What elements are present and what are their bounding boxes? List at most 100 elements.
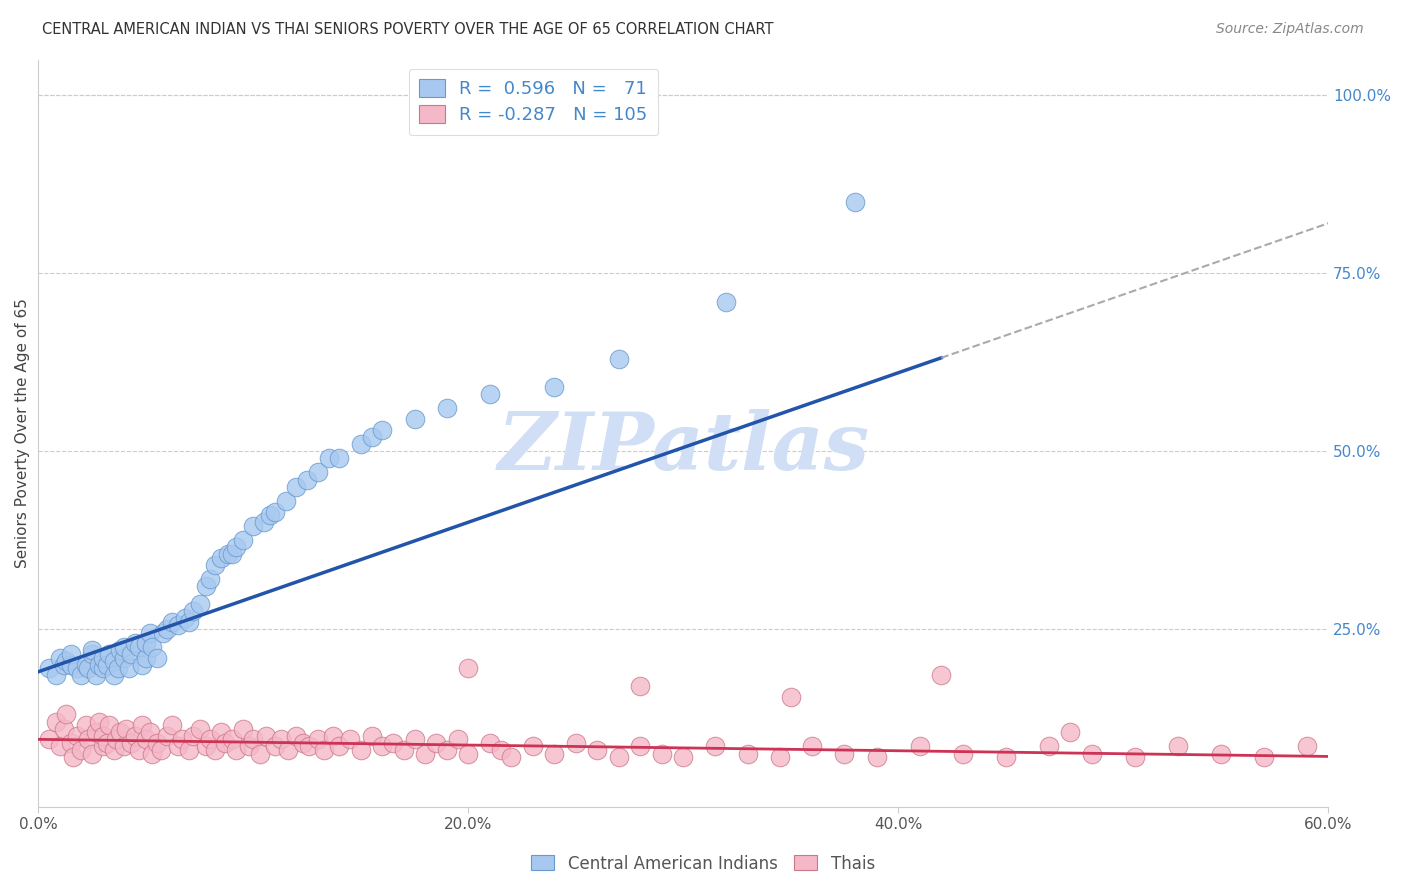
Point (221, 732, 243, 747)
Point (436, 743, 458, 757)
Point (209, 550, 232, 565)
Point (98, 647, 121, 661)
Point (55, 707, 77, 722)
Point (209, 725, 232, 739)
Point (188, 597, 211, 611)
Point (274, 494, 297, 508)
Point (350, 743, 373, 757)
Point (173, 611, 195, 625)
Point (457, 747, 479, 761)
Point (112, 640, 135, 654)
Point (131, 657, 153, 672)
Point (98, 718, 121, 732)
Point (156, 622, 179, 636)
Point (181, 604, 204, 618)
Point (200, 732, 222, 747)
Point (44, 714, 66, 729)
Point (314, 743, 336, 757)
Point (242, 518, 264, 533)
Point (291, 736, 314, 750)
Point (285, 480, 308, 494)
Point (307, 466, 329, 480)
Point (172, 732, 194, 747)
Point (1209, 747, 1232, 761)
Point (350, 437, 373, 451)
Point (769, 750, 792, 764)
Point (112, 650, 135, 665)
Point (522, 739, 544, 754)
Point (994, 750, 1017, 764)
Point (96, 657, 118, 672)
Point (489, 743, 512, 757)
Point (232, 533, 254, 547)
Point (44, 668, 66, 682)
Point (339, 732, 361, 747)
Point (177, 743, 200, 757)
Point (195, 739, 218, 754)
Legend: R =  0.596   N =   71, R = -0.287   N = 105: R = 0.596 N = 71, R = -0.287 N = 105 (409, 69, 658, 135)
Point (80, 747, 103, 761)
Point (59, 736, 82, 750)
Point (53, 657, 76, 672)
Point (225, 743, 247, 757)
Point (225, 540, 247, 554)
Point (139, 725, 162, 739)
Point (135, 636, 157, 650)
Point (86, 725, 108, 739)
Point (295, 473, 318, 487)
Point (108, 643, 131, 657)
Point (221, 547, 243, 561)
Point (543, 380, 565, 394)
Point (1253, 750, 1275, 764)
Point (436, 401, 458, 416)
Legend: Central American Indians, Thais: Central American Indians, Thais (524, 848, 882, 880)
Point (62, 750, 84, 764)
Point (135, 650, 157, 665)
Point (117, 661, 139, 675)
Point (177, 615, 200, 629)
Point (103, 743, 125, 757)
Point (478, 387, 501, 401)
Point (232, 722, 254, 736)
Point (135, 732, 157, 747)
Point (91, 739, 114, 754)
Point (328, 451, 350, 466)
Point (86, 668, 108, 682)
Point (249, 747, 271, 761)
Point (704, 739, 727, 754)
Point (160, 615, 183, 629)
Text: Source: ZipAtlas.com: Source: ZipAtlas.com (1216, 22, 1364, 37)
Point (200, 572, 222, 586)
Point (120, 736, 142, 750)
Y-axis label: Seniors Poverty Over the Age of 65: Seniors Poverty Over the Age of 65 (15, 298, 30, 568)
Point (404, 732, 426, 747)
Point (263, 505, 285, 519)
Point (382, 736, 405, 750)
Point (149, 743, 172, 757)
Point (1080, 747, 1102, 761)
Point (152, 625, 174, 640)
Point (716, 294, 738, 309)
Point (277, 743, 299, 757)
Point (141, 640, 163, 654)
Point (91, 661, 114, 675)
Point (413, 747, 436, 761)
Point (141, 747, 163, 761)
Point (607, 351, 630, 366)
Point (253, 515, 276, 529)
Point (242, 732, 264, 747)
Point (76, 661, 98, 675)
Point (76, 732, 98, 747)
Point (167, 618, 190, 632)
Point (91, 650, 114, 665)
Point (866, 750, 889, 764)
Point (360, 430, 382, 444)
Point (156, 729, 179, 743)
Point (672, 750, 695, 764)
Point (844, 194, 866, 209)
Point (628, 739, 651, 754)
Point (49, 739, 72, 754)
Point (145, 736, 167, 750)
Point (259, 508, 281, 523)
Point (91, 729, 114, 743)
